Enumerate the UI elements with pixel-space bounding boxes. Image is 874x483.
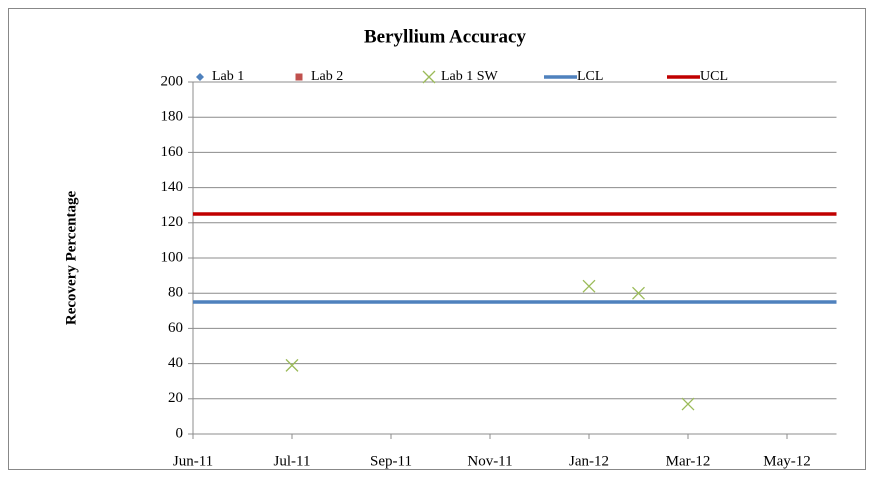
y-tick-label: 180 [161,109,184,125]
y-tick-label: 40 [168,355,183,371]
x-tick-label: May-12 [763,453,811,469]
legend-label: UCL [700,69,728,84]
chart-border [8,8,866,470]
y-tick-label: 140 [161,179,184,195]
legend-marker [196,73,204,81]
legend-label: Lab 1 SW [441,69,499,84]
marker [681,397,695,411]
x-tick-label: Jan-12 [569,453,609,469]
y-tick-label: 160 [161,144,184,160]
marker [632,286,645,300]
y-tick-label: 100 [161,249,184,265]
y-tick-label: 200 [161,73,184,89]
x-tick-label: Jul-11 [274,453,311,469]
legend-label: LCL [577,69,603,84]
y-tick-label: 60 [168,320,183,336]
legend-marker [422,70,436,84]
y-axis-label: Recovery Percentage [63,191,79,326]
y-tick-label: 80 [168,285,183,301]
x-tick-label: Jun-11 [173,453,213,469]
marker [285,358,299,372]
y-tick-label: 120 [161,214,184,230]
y-tick-label: 20 [168,390,183,406]
x-tick-label: Sep-11 [370,453,412,469]
marker [582,279,596,293]
y-tick-label: 0 [176,425,184,441]
legend-label: Lab 2 [311,69,343,84]
x-tick-label: Mar-12 [666,453,711,469]
legend-label: Lab 1 [212,69,244,84]
legend-marker [295,73,303,81]
chart-title: Beryllium Accuracy [364,26,526,47]
x-tick-label: Nov-11 [467,453,512,469]
